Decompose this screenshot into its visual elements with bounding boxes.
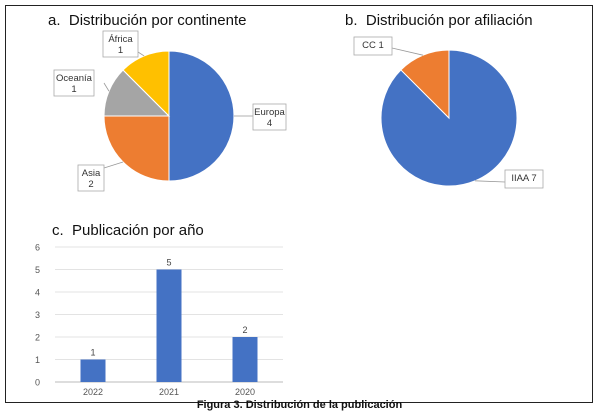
affiliation-label-box-cc — [353, 36, 393, 56]
y-tick-label: 2 — [35, 333, 40, 343]
continent-label-asia-name: Asia — [82, 168, 101, 179]
bar-2022 — [80, 359, 106, 382]
continent-leader-africa — [137, 51, 145, 57]
continent-label-europa-name: Europa — [254, 107, 285, 118]
affiliation-leader-iiaa — [475, 180, 506, 183]
continent-label-box-asia — [77, 164, 105, 192]
continent-label-europa-value: 4 — [267, 118, 272, 129]
continent-label-oceania-name: Oceanía — [56, 73, 93, 84]
x-tick-label-2020: 2020 — [235, 387, 255, 397]
y-tick-label: 4 — [35, 288, 40, 298]
y-tick-label: 1 — [35, 355, 40, 365]
x-tick-label-2022: 2022 — [83, 387, 103, 397]
affiliation-label-iiaa-name: IIAA 7 — [511, 173, 536, 184]
panel-b-title: b. Distribución por afiliación — [345, 12, 533, 29]
bar-value-label-2020: 2 — [242, 325, 247, 335]
bar-year-chart: 0 1 2 3 4 5 6 1 2022 5 2021 2 2020 — [35, 243, 283, 397]
continent-leader-asia — [103, 161, 124, 169]
continent-slice-europa — [168, 50, 235, 182]
panel-c-letter: c. — [52, 222, 64, 239]
panel-a-title-text: Distribución por continente — [68, 12, 247, 29]
panel-c-title: c. Publicación por año — [52, 222, 204, 239]
continent-label-box-africa — [102, 30, 139, 58]
y-tick-label: 6 — [35, 243, 40, 253]
y-tick-label: 5 — [35, 265, 40, 275]
pie-affiliation-chart: IIAA 7 CC 1 — [353, 36, 544, 189]
panel-b-title-text: Distribución por afiliación — [365, 12, 533, 29]
y-tick-label: 3 — [35, 310, 40, 320]
affiliation-leader-cc — [391, 47, 424, 56]
continent-label-africa-value: 1 — [118, 45, 123, 56]
affiliation-slice-cc — [400, 49, 450, 120]
y-tick-label: 0 — [35, 378, 40, 388]
continent-slice-asia — [103, 115, 170, 182]
bar-2020 — [232, 337, 258, 382]
bar-value-label-2021: 5 — [166, 258, 171, 268]
panel-a-title: a. Distribución por continente — [48, 12, 246, 29]
bar-value-label-2022: 1 — [90, 348, 95, 358]
x-tick-label-2021: 2021 — [159, 387, 179, 397]
panel-a-letter: a. — [48, 12, 61, 29]
panel-c-title-text: Publicación por año — [72, 222, 204, 239]
continent-label-asia-value: 2 — [88, 179, 93, 190]
affiliation-label-cc-name: CC 1 — [362, 40, 384, 51]
panel-b-letter: b. — [345, 12, 358, 29]
continent-label-box-europa — [252, 103, 287, 131]
affiliation-label-box-iiaa — [504, 169, 544, 189]
continent-label-oceania-value: 1 — [71, 84, 76, 95]
figure-frame — [5, 5, 593, 403]
figure-caption: Figura 3. Distribución de la publicación — [196, 399, 403, 411]
continent-label-africa-name: África — [108, 34, 133, 45]
continent-label-box-oceania — [53, 69, 95, 97]
affiliation-slice-iiaa — [380, 49, 518, 187]
bar-2021 — [156, 269, 182, 382]
continent-leader-oceania — [103, 82, 110, 92]
